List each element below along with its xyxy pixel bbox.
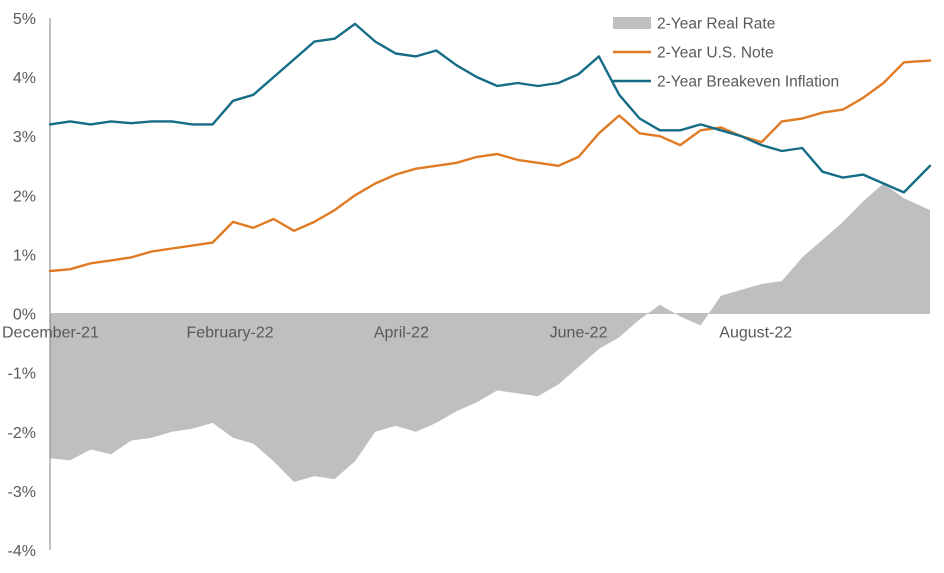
x-tick-label: April-22 [374, 325, 429, 342]
y-tick-label: 2% [13, 188, 36, 205]
series-area-2-year-real-rate [50, 183, 930, 482]
y-tick-label: 4% [13, 70, 36, 87]
x-tick-label: August-22 [719, 325, 792, 342]
y-tick-label: 1% [13, 247, 36, 264]
y-tick-label: -2% [8, 425, 36, 442]
line-series-layer [48, 22, 932, 273]
y-tick-label: -3% [8, 484, 36, 501]
legend-label: 2-Year U.S. Note [657, 45, 774, 62]
x-tick-label: June-22 [550, 325, 608, 342]
y-tick-label: 3% [13, 129, 36, 146]
x-tick-label: February-22 [186, 325, 273, 342]
x-tick-labels: December-21 February-22 April-22 June-22 Aug… [2, 325, 792, 342]
series-line-2-year-u-s-note [48, 59, 932, 273]
y-tick-labels: 5% 4% 3% 2% 1% 0% -1% -2% -3% -4% [8, 11, 36, 560]
y-tick-label: -4% [8, 543, 36, 560]
x-tick-label: December-21 [2, 325, 99, 342]
y-tick-label: 5% [13, 11, 36, 28]
legend-label: 2-Year Real Rate [657, 16, 775, 33]
axes [49, 18, 930, 550]
y-tick-label: -1% [8, 366, 36, 383]
y-tick-label: 0% [13, 307, 36, 324]
series-line-2-year-breakeven-inflation [48, 22, 932, 194]
legend: 2-Year Real Rate 2-Year U.S. Note 2-Year B… [613, 16, 839, 91]
legend-label: 2-Year Breakeven Inflation [657, 74, 839, 91]
legend-swatch-2-year-real-rate [613, 17, 651, 29]
area-series-layer [50, 183, 930, 482]
